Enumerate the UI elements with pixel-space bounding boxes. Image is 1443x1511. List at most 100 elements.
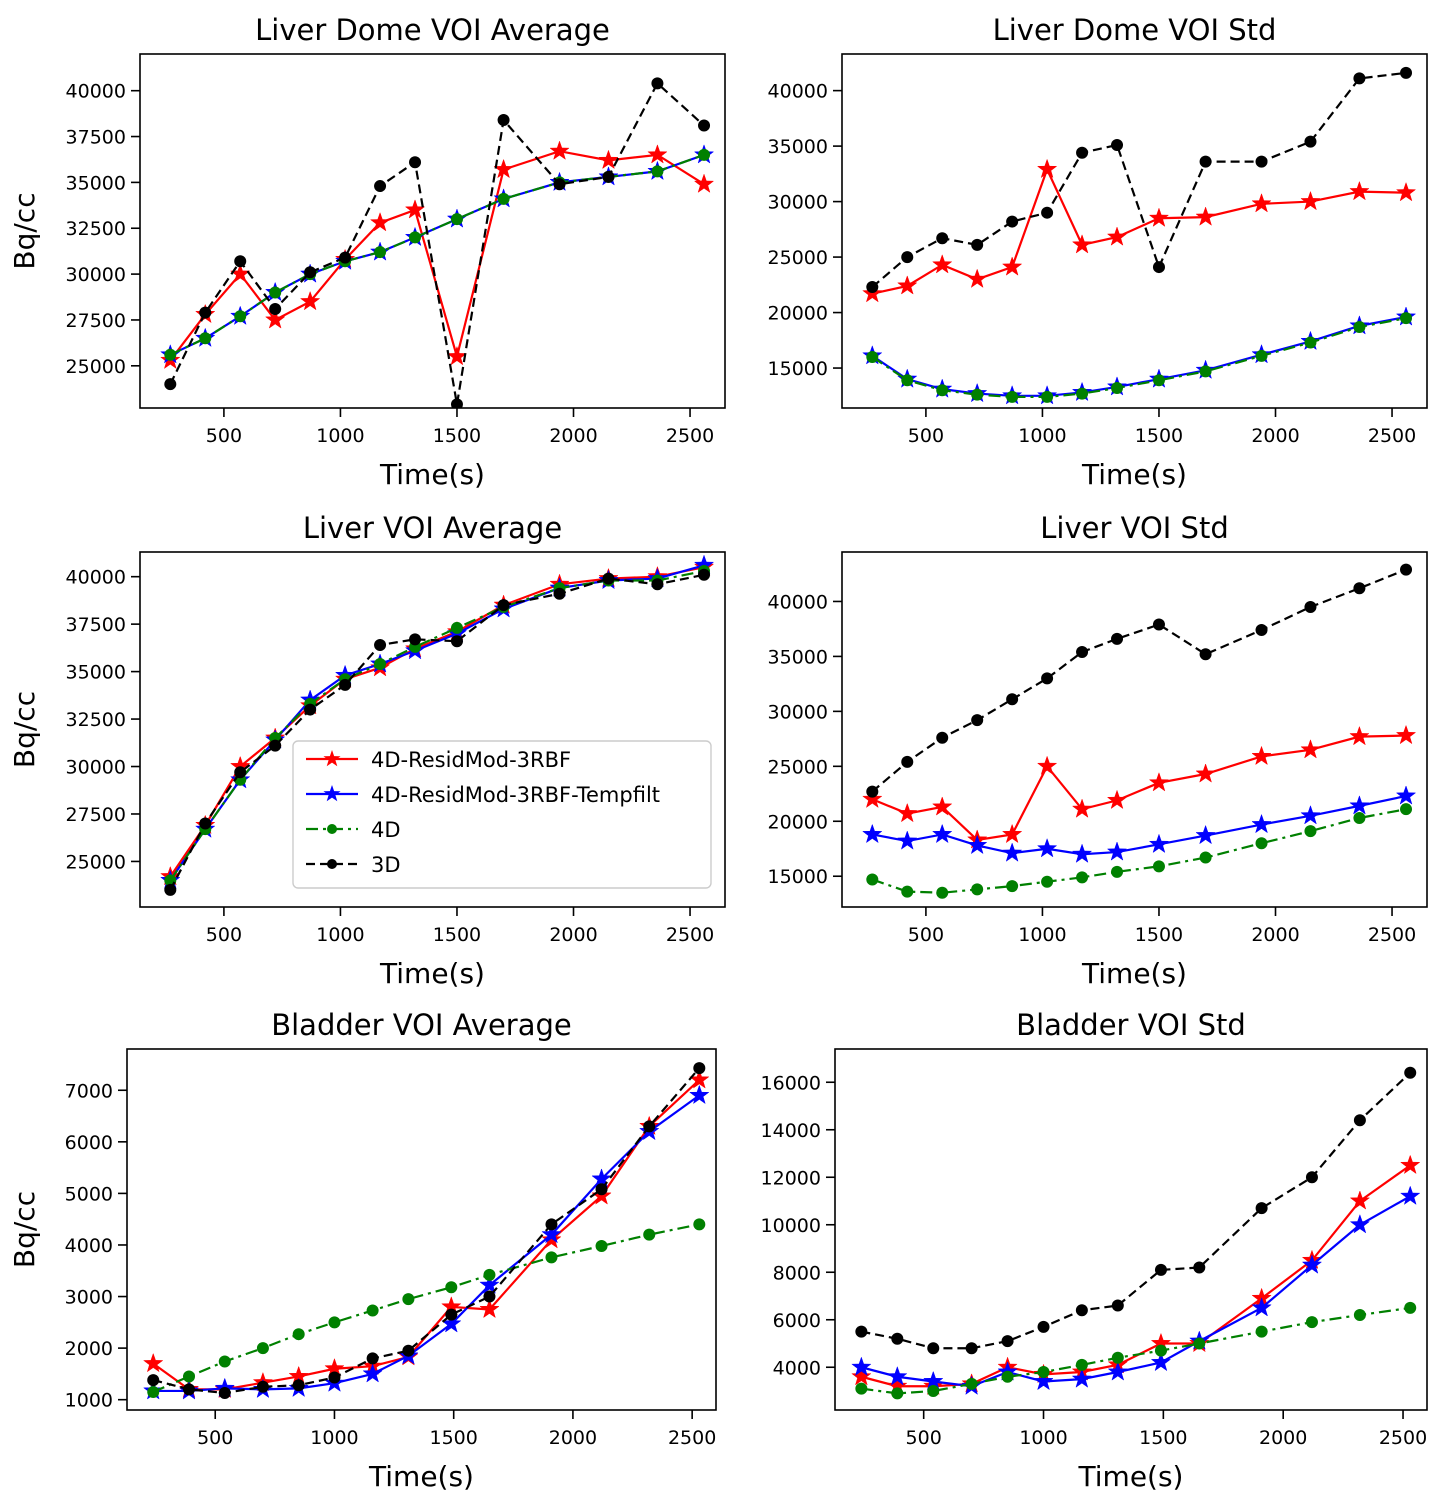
panel-2-point-4d-residmod-3rbf — [1036, 158, 1058, 179]
panel-4-line-4d — [871, 808, 1407, 894]
panel-5-x-axis-label: Time(s) — [368, 1460, 474, 1493]
panel-6-point-4d — [1305, 1316, 1318, 1329]
panel-2-x-tick-label: 2500 — [1368, 425, 1416, 447]
panel-5-point-3d — [218, 1386, 231, 1399]
panel-5-point-4d — [292, 1328, 305, 1341]
panel-6-point-4d — [965, 1377, 978, 1390]
panel-3-x-tick-label: 2500 — [666, 924, 714, 946]
panel-1-line-4d-residmod-3rbf-tempfilt — [169, 153, 705, 356]
panel-5-point-3d — [183, 1383, 195, 1396]
panel-5-point-4d — [402, 1293, 415, 1306]
panel-4-plot-frame — [841, 551, 1428, 908]
panel-4-point-3d — [1255, 624, 1268, 637]
panel-1-point-3d — [199, 306, 212, 319]
panel-4-point-4d-residmod-3rbf — [1349, 725, 1370, 746]
panel-5-y-tick-label: 6000 — [65, 1132, 113, 1154]
panel-6-point-4d-residmod-3rbf-tempfilt — [1399, 1185, 1421, 1205]
panel-6-point-3d — [1037, 1320, 1050, 1333]
panel-2-point-4d-residmod-3rbf — [1071, 234, 1093, 254]
panel-4-point-4d-residmod-3rbf-tempfilt — [1036, 837, 1058, 858]
panel-2-x-tick-label: 2000 — [1251, 425, 1299, 447]
panel-6-point-4d-residmod-3rbf-tempfilt — [1150, 1351, 1172, 1372]
panel-1-line-4d-residmod-3rbf — [169, 150, 705, 361]
panel-6-bladder-voi-std: 500 1000 1500 2000 2500 4000 6000 8000 10000 1200… — [761, 1008, 1428, 1493]
panel-5-point-4d-residmod-3rbf-tempfilt — [689, 1084, 710, 1105]
panel-5-point-3d — [483, 1290, 496, 1303]
panel-6-y-tick-label: 16000 — [761, 1072, 821, 1094]
panel-6-plot-frame — [834, 1048, 1428, 1411]
panel-5-point-4d — [328, 1316, 341, 1329]
panel-5-point-4d — [445, 1281, 458, 1294]
panel-4-point-4d-residmod-3rbf-tempfilt — [1071, 843, 1093, 863]
panel-3-x-axis-label: Time(s) — [379, 957, 485, 990]
panel-1-point-4d — [199, 332, 212, 345]
panel-4-line-4d-residmod-3rbf-tempfilt — [872, 794, 1407, 856]
panel-4-point-4d-residmod-3rbf — [1300, 739, 1321, 759]
panel-1-series-4d — [164, 148, 711, 361]
panel-6-point-3d — [1305, 1171, 1318, 1184]
panel-2-x-tick-label: 1000 — [1018, 425, 1066, 447]
panel-5-y-tick-label: 7000 — [65, 1080, 113, 1102]
panel-5-line-4d-residmod-3rbf-tempfilt — [153, 1094, 700, 1393]
panel-1-point-3d — [304, 266, 317, 279]
panel-2-point-4d-residmod-3rbf — [931, 254, 953, 274]
panel-4-point-4d — [1006, 880, 1019, 893]
panel-1-y-tick-label: 27500 — [66, 310, 126, 332]
panel-1-point-4d — [698, 148, 711, 161]
panel-4-point-4d-residmod-3rbf-tempfilt — [966, 834, 988, 855]
panel-1-point-3d — [339, 251, 352, 264]
panel-2-point-3d — [936, 232, 949, 245]
panel-3-x-tick-label: 2000 — [549, 924, 597, 946]
panel-3-point-3d — [698, 568, 711, 581]
panel-2-point-4d — [1199, 365, 1212, 378]
panel-6-point-3d — [927, 1342, 940, 1355]
panel-2-y-tick-label: 20000 — [768, 303, 828, 325]
panel-6-point-4d — [1111, 1351, 1124, 1364]
panel-4-point-4d — [1041, 875, 1054, 888]
panel-4-point-4d-residmod-3rbf — [1251, 745, 1272, 766]
panel-2-x-axis-label: Time(s) — [1081, 458, 1187, 491]
panel-2-y-tick-label: 40000 — [768, 81, 828, 103]
panel-5-point-4d-residmod-3rbf-tempfilt — [591, 1168, 612, 1188]
panel-1-point-4d-residmod-3rbf — [549, 140, 570, 160]
panel-4-point-4d — [1304, 825, 1317, 838]
panel-4-point-4d-residmod-3rbf-tempfilt — [1195, 824, 1216, 845]
panel-4-point-4d — [866, 873, 879, 886]
panel-6-point-3d — [1001, 1335, 1014, 1348]
panel-1-point-3d — [234, 255, 247, 268]
legend-label-4d-residmod-3rbf: 4D-ResidMod-3RBF — [371, 748, 571, 772]
legend: 4D-ResidMod-3RBF 4D-ResidMod-3RBF-Tempfil… — [292, 740, 712, 889]
panel-1-point-4d — [497, 192, 510, 205]
panel-6-y-tick-label: 6000 — [773, 1310, 821, 1332]
panel-6-point-4d — [1404, 1301, 1417, 1314]
legend-marker-4d-residmod-3rbf-tempfilt — [323, 785, 341, 802]
panel-4-point-3d — [1041, 672, 1054, 685]
panel-5-point-4d-residmod-3rbf — [142, 1352, 164, 1373]
panel-6-point-4d — [1353, 1309, 1366, 1321]
panel-4-point-3d — [866, 785, 879, 798]
panel-4-point-4d-residmod-3rbf-tempfilt — [1300, 805, 1321, 825]
panel-6-line-3d — [861, 1071, 1411, 1350]
panel-2-point-3d — [1199, 155, 1212, 168]
panel-5-point-3d — [256, 1380, 269, 1393]
panel-4-point-4d-residmod-3rbf — [931, 796, 953, 816]
panel-3-point-3d — [234, 766, 247, 779]
panel-4-point-4d-residmod-3rbf-tempfilt — [1106, 841, 1128, 861]
legend-entry-3d: 3D — [306, 853, 401, 877]
panel-3-x-tick-label: 1500 — [433, 924, 481, 946]
panel-3-point-3d — [497, 599, 510, 612]
panel-4-point-4d-residmod-3rbf-tempfilt — [1148, 833, 1170, 854]
panel-3-point-3d — [374, 639, 387, 652]
panel-5-series-3d — [147, 1062, 706, 1399]
panel-5-line-4d — [152, 1223, 700, 1393]
panel-4-y-tick-label: 15000 — [768, 866, 828, 888]
panel-2-x-tick-label: 1500 — [1135, 425, 1183, 447]
panel-2-point-4d — [1255, 349, 1268, 362]
panel-1-y-tick-label: 35000 — [66, 172, 126, 194]
panel-5-y-tick-label: 5000 — [65, 1183, 113, 1205]
panel-2-point-4d-residmod-3rbf — [1001, 256, 1023, 276]
panel-3-point-3d — [409, 633, 422, 646]
panel-5-series-4d-residmod-3rbf — [142, 1069, 710, 1399]
panel-2-point-4d-residmod-3rbf — [1148, 207, 1170, 227]
panel-6-line-4d-residmod-3rbf — [861, 1164, 1411, 1388]
